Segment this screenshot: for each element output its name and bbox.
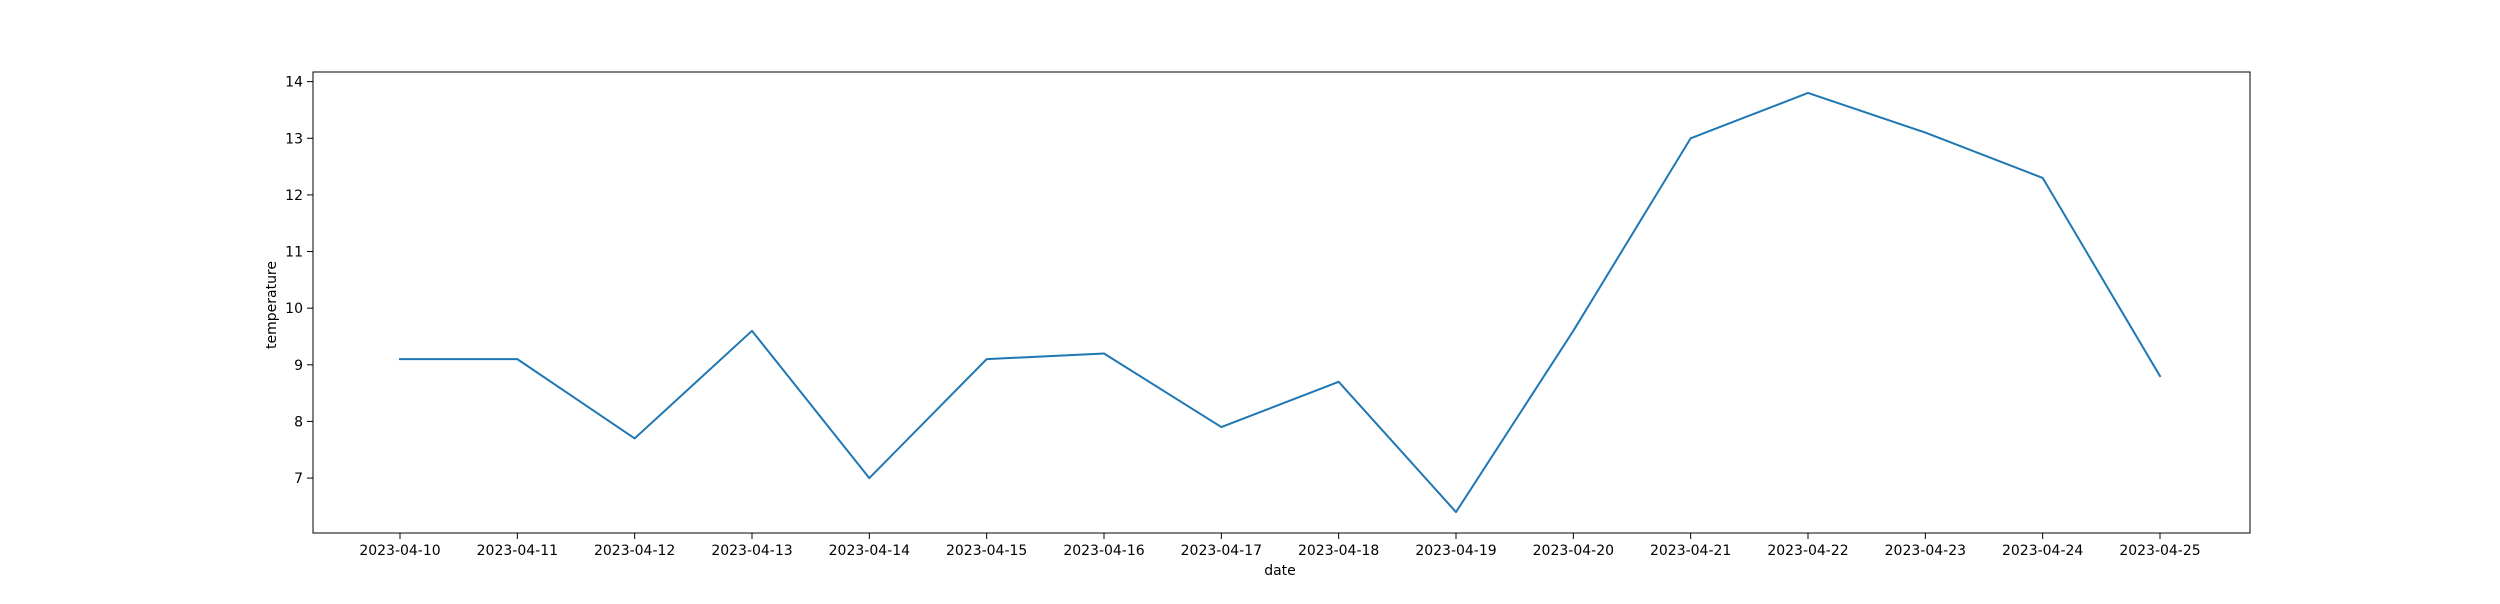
x-tick-label: 2023-04-20 <box>1533 543 1614 559</box>
y-tick-label: 7 <box>294 471 303 487</box>
series-group <box>399 91 2162 514</box>
series-line <box>399 91 2162 514</box>
x-axis: 2023-04-10 2023-04-11 2023-04-12 2023-04-13… <box>359 533 2201 559</box>
x-tick-label: 2023-04-14 <box>829 543 910 559</box>
x-axis-label: date <box>1264 563 1296 579</box>
x-tick-label: 2023-04-19 <box>1415 543 1496 559</box>
y-axis-label: temperature <box>264 261 280 349</box>
y-tick-label: 10 <box>285 301 303 317</box>
y-tick-label: 13 <box>285 131 303 147</box>
plot-area <box>312 71 2251 534</box>
y-tick-label: 12 <box>285 188 303 204</box>
x-tick-label: 2023-04-10 <box>359 543 440 559</box>
x-tick-label: 2023-04-11 <box>477 543 558 559</box>
y-tick-label: 9 <box>294 358 303 374</box>
y-tick-label: 11 <box>285 245 303 261</box>
x-tick-label: 2023-04-23 <box>1885 543 1966 559</box>
x-tick-label: 2023-04-18 <box>1298 543 1379 559</box>
y-tick-label: 14 <box>285 75 303 91</box>
x-tick-label: 2023-04-21 <box>1650 543 1731 559</box>
y-axis: 7 8 9 10 11 12 13 14 <box>285 75 313 487</box>
x-tick-label: 2023-04-13 <box>711 543 792 559</box>
x-tick-label: 2023-04-25 <box>2119 543 2200 559</box>
x-tick-label: 2023-04-12 <box>594 543 675 559</box>
x-tick-label: 2023-04-16 <box>1063 543 1144 559</box>
x-tick-label: 2023-04-15 <box>946 543 1027 559</box>
x-tick-label: 2023-04-24 <box>2002 543 2083 559</box>
plot-frame <box>312 71 2251 534</box>
x-tick-label: 2023-04-22 <box>1767 543 1848 559</box>
y-tick-label: 8 <box>294 414 303 430</box>
x-tick-label: 2023-04-17 <box>1181 543 1262 559</box>
